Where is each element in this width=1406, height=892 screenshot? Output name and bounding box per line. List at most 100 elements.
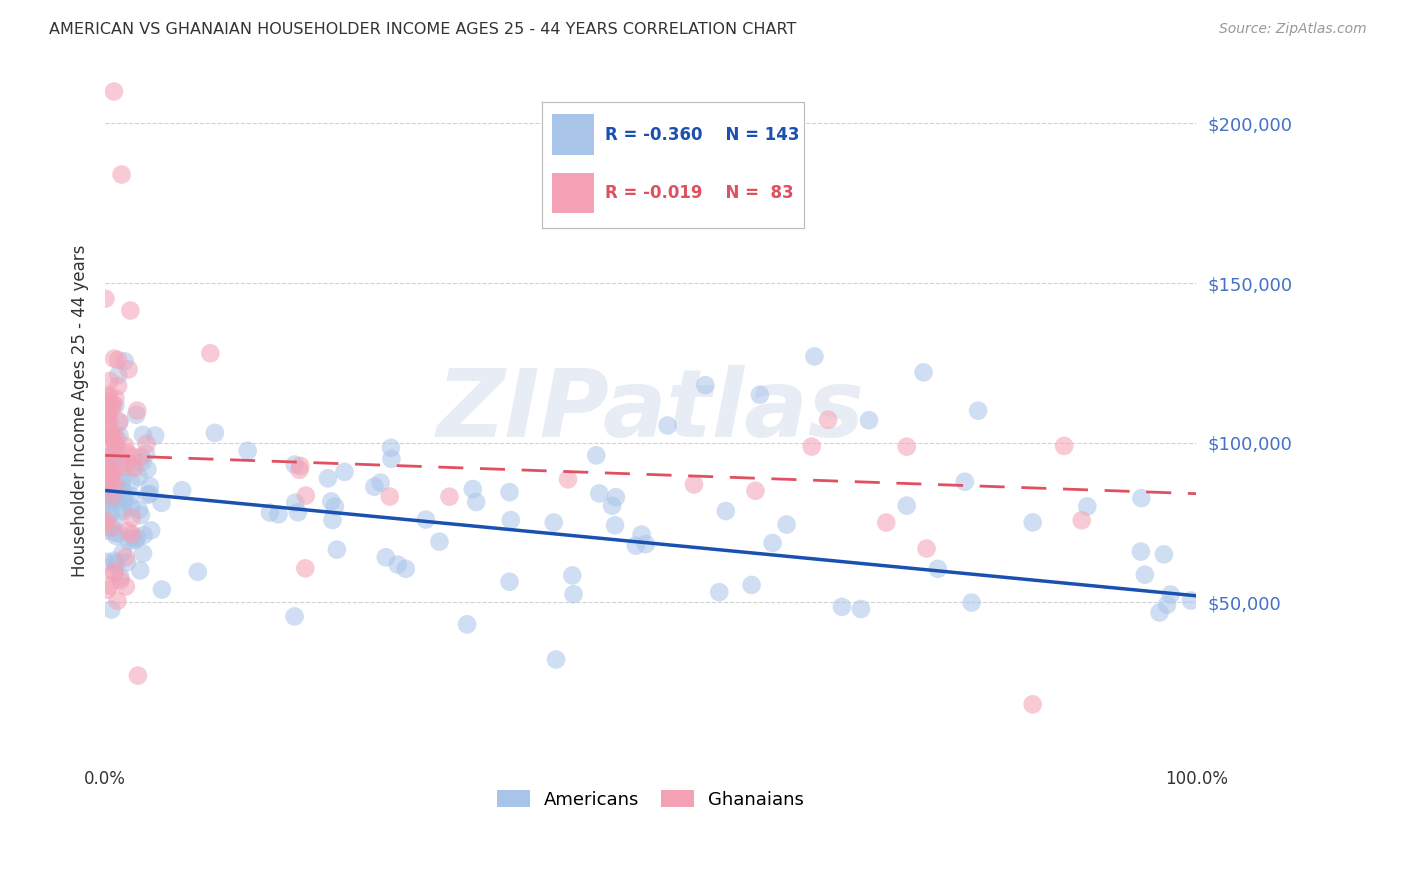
Point [103,566,125,581]
Point [267,508,290,522]
Point [456,617,478,632]
Point [187,565,209,579]
Point [101,521,124,535]
Point [125,408,148,422]
Point [107,379,129,393]
Point [96,417,118,431]
Point [363,480,385,494]
Point [1130,491,1153,505]
Point [131,455,153,469]
Point [1160,587,1182,601]
Point [967,403,990,417]
Point [562,587,585,601]
Point [290,458,312,473]
Point [498,574,520,589]
Point [96,582,118,597]
Point [544,652,567,666]
Point [139,487,162,501]
Point [1021,698,1043,712]
Point [117,456,139,470]
Point [121,527,143,541]
Point [103,451,125,466]
Point [150,496,173,510]
Text: ZIPatlas: ZIPatlas [437,365,865,457]
Point [380,451,402,466]
Point [1129,544,1152,558]
Text: AMERICAN VS GHANAIAN HOUSEHOLDER INCOME AGES 25 - 44 YEARS CORRELATION CHART: AMERICAN VS GHANAIAN HOUSEHOLDER INCOME … [49,22,797,37]
Point [103,466,125,480]
Point [108,428,131,442]
Point [135,447,157,461]
Point [600,499,623,513]
Point [415,513,437,527]
Point [100,454,122,468]
Point [129,508,152,523]
Point [104,556,127,570]
Point [953,475,976,489]
Point [110,476,132,491]
Point [97,405,120,419]
Point [100,481,122,495]
Point [108,415,131,429]
Point [98,391,121,405]
Point [128,503,150,517]
Point [741,578,763,592]
Point [97,419,120,434]
Point [127,668,149,682]
Point [803,350,825,364]
Point [112,493,135,508]
Point [98,578,121,592]
Point [683,477,706,491]
Point [110,168,132,182]
Point [800,440,823,454]
Point [128,469,150,483]
Point [104,558,127,573]
Point [103,85,125,99]
Point [120,303,142,318]
Point [110,573,132,587]
Point [115,555,138,569]
Point [127,403,149,417]
Point [543,516,565,530]
Point [101,455,124,469]
Point [775,517,797,532]
Point [465,495,488,509]
Point [395,562,418,576]
Point [387,558,409,572]
Point [960,596,983,610]
Point [588,486,610,500]
Point [94,454,117,468]
Point [132,528,155,542]
Point [111,545,134,559]
Point [1153,548,1175,562]
Point [111,483,134,498]
Point [117,524,139,538]
Point [94,392,117,407]
Point [94,515,117,529]
Point [114,491,136,505]
Point [103,565,125,579]
Point [94,292,117,306]
Point [150,582,173,597]
Point [97,509,120,524]
Point [295,489,318,503]
Point [114,550,136,565]
Point [1021,516,1043,530]
Point [94,412,117,426]
Point [630,527,652,541]
Point [101,428,124,442]
Point [139,479,162,493]
Point [103,428,125,442]
Point [122,450,145,464]
Point [96,429,118,443]
Point [170,483,193,498]
Point [1156,598,1178,612]
Point [101,428,124,442]
Point [111,501,134,516]
Point [561,568,583,582]
Point [104,439,127,453]
Point [333,465,356,479]
Point [634,537,657,551]
Point [121,511,143,525]
Point [284,609,307,624]
